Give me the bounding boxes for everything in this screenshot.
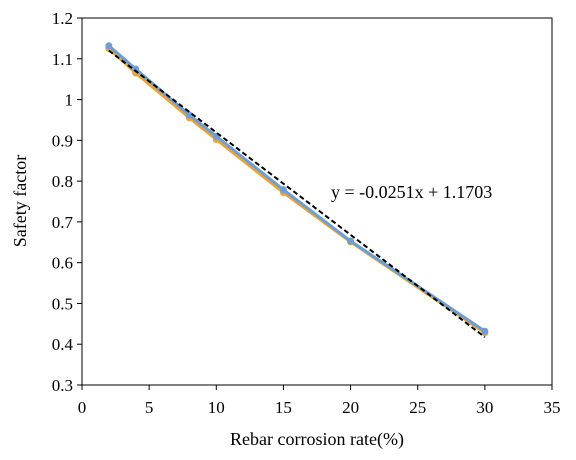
y-tick-label: 0.6 — [52, 254, 73, 273]
x-tick-label: 30 — [476, 398, 493, 417]
x-tick-label: 5 — [145, 398, 154, 417]
y-tick-label: 0.7 — [52, 213, 74, 232]
x-tick-label: 25 — [409, 398, 426, 417]
y-tick-label: 0.5 — [52, 294, 73, 313]
series-2-point — [105, 42, 113, 50]
y-tick-label: 0.4 — [52, 335, 74, 354]
y-tick-label: 0.9 — [52, 131, 73, 150]
y-tick-label: 0.8 — [52, 172, 73, 191]
x-axis-ticks: 0 5 10 15 20 25 30 35 — [78, 385, 561, 417]
y-axis-ticks: 0.3 0.4 0.5 0.6 0.7 0.8 0.9 1 1.1 1.2 — [52, 9, 82, 395]
series-2-point — [185, 111, 193, 119]
series-2-point — [347, 237, 355, 245]
x-tick-label: 15 — [275, 398, 292, 417]
x-tick-label: 35 — [544, 398, 561, 417]
trendline-layer — [108, 49, 486, 338]
series-2-point — [481, 327, 489, 335]
y-tick-label: 1.1 — [52, 50, 73, 69]
y-tick-label: 0.3 — [52, 376, 73, 395]
series-2-point — [279, 186, 287, 194]
trendline-equation: y = -0.0251x + 1.1703 — [331, 182, 492, 202]
x-tick-label: 0 — [78, 398, 87, 417]
x-tick-label: 20 — [342, 398, 359, 417]
x-tick-label: 10 — [208, 398, 225, 417]
trendline — [108, 49, 486, 338]
y-tick-label: 1.2 — [52, 9, 73, 28]
y-axis-label: Safety factor — [10, 155, 30, 247]
y-tick-label: 1 — [65, 91, 74, 110]
x-axis-label: Rebar corrosion rate(%) — [230, 429, 404, 450]
